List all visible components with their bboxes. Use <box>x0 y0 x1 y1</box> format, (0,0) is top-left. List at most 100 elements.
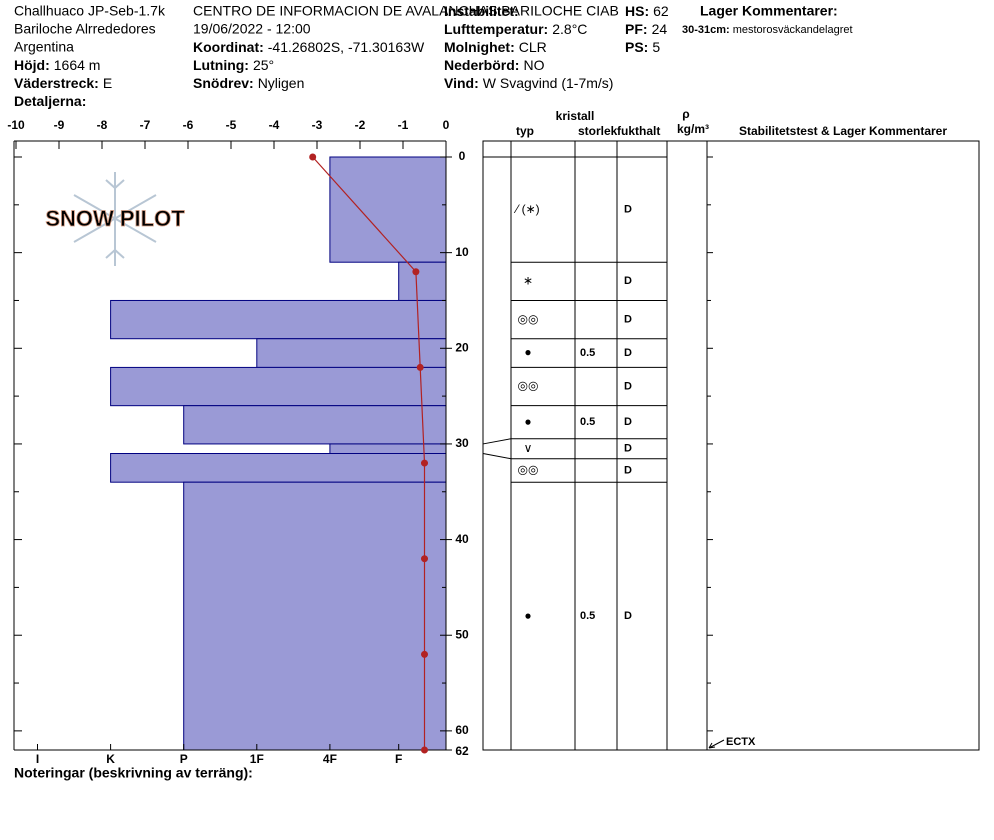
layer-comment: 30-31cm: mestorosväckandelagret <box>682 24 853 36</box>
wetness: D <box>624 416 632 428</box>
x-tick-label: -6 <box>183 118 194 132</box>
wind: Vind: W Svagvind (1-7m/s) <box>444 75 613 91</box>
sky-label: Molnighet: <box>444 39 515 55</box>
table-frame <box>482 140 980 751</box>
coordinates-label: Koordinat: <box>193 39 264 55</box>
wetness: D <box>624 275 632 287</box>
hardness-tick-label: 4F <box>323 752 337 766</box>
hardness-bar <box>183 405 447 445</box>
wetness: D <box>624 204 632 216</box>
x-tick-label: -3 <box>312 118 323 132</box>
y-tick-label: 10 <box>455 245 469 259</box>
air_temp-label: Lufttemperatur: <box>444 21 548 37</box>
hardness-bar <box>183 481 447 751</box>
pf-value: 24 <box>652 21 668 37</box>
coordinates-value: -41.26802S, -71.30163W <box>268 39 425 55</box>
site: Challhuaco JP-Seb-1.7k <box>14 3 166 19</box>
sky: Molnighet: CLR <box>444 39 547 55</box>
wetness: D <box>624 347 632 359</box>
y-tick-label: 40 <box>455 532 469 546</box>
layer-comments-title: Lager Kommentarer: <box>700 3 838 19</box>
layer-comment-label: 30-31cm: <box>682 24 730 36</box>
temperature-point <box>416 363 424 371</box>
x-tick-label: -2 <box>355 118 366 132</box>
hardness-tick-label: P <box>180 752 188 766</box>
x-tick-label: -4 <box>269 118 280 132</box>
hardness-tick-label: F <box>395 752 402 766</box>
wind-label: Vind: <box>444 75 479 91</box>
grain-size: 0.5 <box>580 347 595 359</box>
hardness-tick-label: I <box>36 752 39 766</box>
drift-value: Nyligen <box>258 75 305 91</box>
table-header: kg/m³ <box>677 122 709 136</box>
test-arrow <box>708 739 725 749</box>
hardness-tick-label: 1F <box>250 752 264 766</box>
grain-type: ⁄ (∗) <box>513 202 539 216</box>
temperature-point <box>421 459 428 467</box>
y-tick-label: 60 <box>455 723 469 737</box>
details: Detaljerna: <box>14 93 86 109</box>
y-tick-label: 30 <box>455 436 469 450</box>
snowpilot-logo <box>73 172 157 266</box>
slope-label: Lutning: <box>193 57 249 73</box>
wetness: D <box>624 443 632 455</box>
sky-value: CLR <box>519 39 547 55</box>
x-tick-label: -8 <box>97 118 108 132</box>
organization: CENTRO DE INFORMACION DE AVALANCHAS BARI… <box>193 3 619 19</box>
grain-type: ∨ <box>524 441 533 455</box>
table-header: typ <box>516 124 534 138</box>
test-label: ECTX <box>726 736 756 748</box>
table-header: storlek <box>578 124 618 138</box>
layer-comment-text: mestorosväckandelagret <box>733 24 853 36</box>
drift-label: Snödrev: <box>193 75 254 91</box>
wind-value: W Svagvind (1-7m/s) <box>483 75 614 91</box>
y-tick-label: 50 <box>455 627 469 641</box>
wetness: D <box>624 464 632 476</box>
slope-value: 25° <box>253 57 274 73</box>
hardness-bar <box>110 366 447 407</box>
hardness-bar <box>329 156 447 263</box>
table-header: fukthalt <box>617 124 660 138</box>
aspect-value: E <box>103 75 112 91</box>
wetness: D <box>624 610 632 622</box>
grain-type: ∗ <box>523 274 533 288</box>
wetness: D <box>624 380 632 392</box>
temperature-point <box>412 268 420 276</box>
hardness-bar <box>110 453 447 483</box>
table-header: kristall <box>556 109 595 123</box>
table-header: Stabilitetstest & Lager Kommentarer <box>739 124 947 138</box>
y-tick-label: 0 <box>459 149 466 163</box>
temperature-point <box>421 555 428 563</box>
elevation-label: Höjd: <box>14 57 50 73</box>
pf-label: PF: <box>625 21 648 37</box>
row-connector <box>482 438 512 445</box>
drift: Snödrev: Nyligen <box>193 75 304 91</box>
datetime: 19/06/2022 - 12:00 <box>193 21 311 37</box>
aspect-label: Väderstreck: <box>14 75 99 91</box>
x-tick-label: -1 <box>398 118 409 132</box>
notes: Noteringar (beskrivning av terräng): <box>14 765 253 781</box>
air_temp-value: 2.8°C <box>552 21 587 37</box>
x-tick-label: -5 <box>226 118 237 132</box>
hardness-bar <box>329 443 447 455</box>
precip: Nederbörd: NO <box>444 57 545 73</box>
instability: Instabilitet: <box>444 3 519 19</box>
row-connector <box>482 453 512 460</box>
grain-type: ● <box>524 345 531 359</box>
precip-value: NO <box>523 57 544 73</box>
grain-type: ◎◎ <box>518 312 539 326</box>
coordinates: Koordinat: -41.26802S, -71.30163W <box>193 39 425 55</box>
hardness-bar <box>398 261 447 301</box>
hardness-bar <box>110 299 447 340</box>
precip-label: Nederbörd: <box>444 57 519 73</box>
elevation-value: 1664 m <box>54 57 101 73</box>
elevation: Höjd: 1664 m <box>14 57 100 73</box>
grain-type: ● <box>524 414 531 428</box>
slope: Lutning: 25° <box>193 57 274 73</box>
grain-type: ◎◎ <box>518 379 539 393</box>
y-tick-label: 20 <box>455 340 469 354</box>
grain-type: ● <box>524 608 531 622</box>
temperature-point <box>421 650 428 658</box>
temperature-point <box>421 746 428 754</box>
